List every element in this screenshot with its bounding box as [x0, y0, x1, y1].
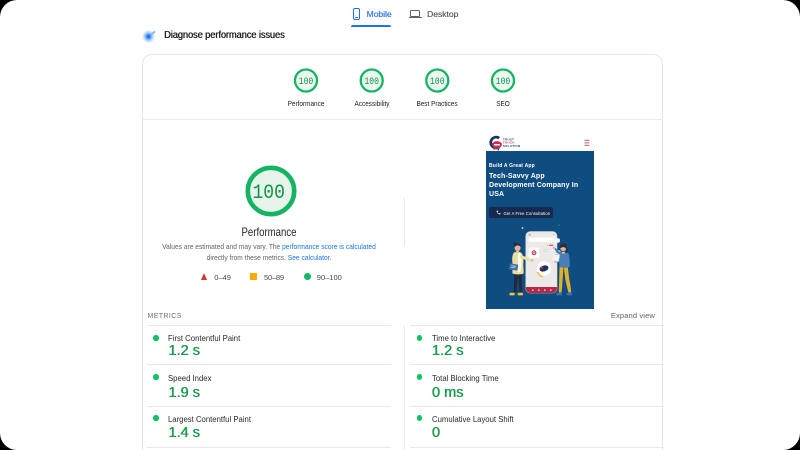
svg-text:100: 100: [299, 77, 314, 88]
svg-text:100: 100: [364, 77, 379, 88]
svg-text:TRUST: TRUST: [503, 137, 514, 141]
svg-text:100: 100: [252, 181, 285, 204]
svg-text:100: 100: [430, 77, 445, 88]
svg-text:TOUCH: TOUCH: [503, 141, 515, 145]
svg-text:SOLUTION: SOLUTION: [503, 144, 520, 148]
svg-text:100: 100: [496, 77, 511, 88]
